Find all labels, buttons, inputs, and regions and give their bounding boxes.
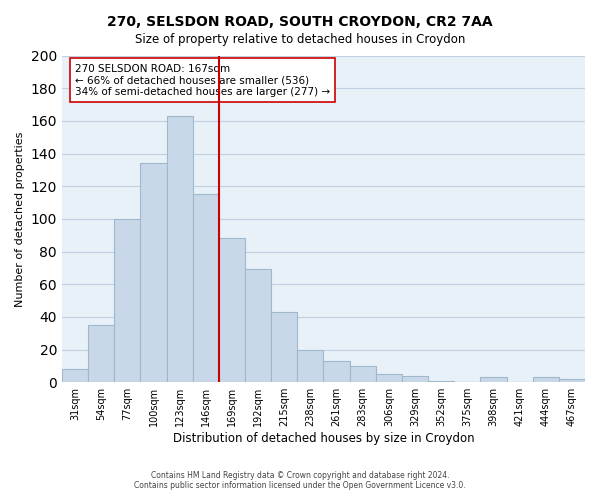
Bar bbox=[481, 378, 506, 382]
Bar bbox=[271, 312, 298, 382]
Text: 270, SELSDON ROAD, SOUTH CROYDON, CR2 7AA: 270, SELSDON ROAD, SOUTH CROYDON, CR2 7A… bbox=[107, 15, 493, 29]
Bar bbox=[193, 194, 219, 382]
Bar bbox=[402, 376, 428, 382]
Bar bbox=[350, 366, 376, 382]
X-axis label: Distribution of detached houses by size in Croydon: Distribution of detached houses by size … bbox=[173, 432, 474, 445]
Bar bbox=[559, 379, 585, 382]
Bar bbox=[428, 380, 454, 382]
Text: Contains HM Land Registry data © Crown copyright and database right 2024.
Contai: Contains HM Land Registry data © Crown c… bbox=[134, 470, 466, 490]
Bar bbox=[219, 238, 245, 382]
Bar bbox=[62, 369, 88, 382]
Bar bbox=[88, 325, 114, 382]
Bar bbox=[245, 270, 271, 382]
Bar bbox=[114, 219, 140, 382]
Text: Size of property relative to detached houses in Croydon: Size of property relative to detached ho… bbox=[135, 32, 465, 46]
Bar bbox=[140, 164, 167, 382]
Bar bbox=[533, 378, 559, 382]
Bar bbox=[376, 374, 402, 382]
Bar bbox=[298, 350, 323, 382]
Text: 270 SELSDON ROAD: 167sqm
← 66% of detached houses are smaller (536)
34% of semi-: 270 SELSDON ROAD: 167sqm ← 66% of detach… bbox=[75, 64, 330, 97]
Bar bbox=[323, 361, 350, 382]
Bar bbox=[167, 116, 193, 382]
Y-axis label: Number of detached properties: Number of detached properties bbox=[15, 131, 25, 306]
